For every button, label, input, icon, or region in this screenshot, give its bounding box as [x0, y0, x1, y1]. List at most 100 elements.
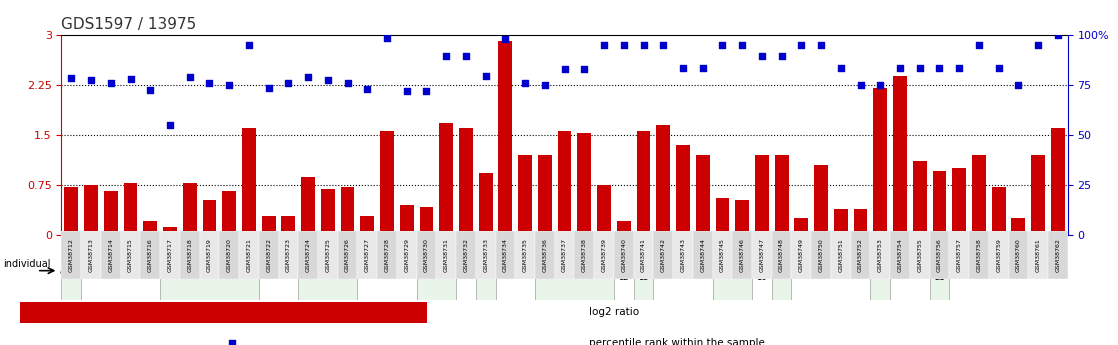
Point	[476, 73, 494, 79]
FancyBboxPatch shape	[653, 231, 673, 279]
Bar	[736, 200, 749, 235]
FancyBboxPatch shape	[417, 231, 436, 279]
FancyBboxPatch shape	[82, 235, 160, 300]
Bar	[795, 218, 808, 235]
FancyBboxPatch shape	[969, 231, 988, 279]
FancyBboxPatch shape	[358, 231, 377, 279]
Bar	[775, 155, 788, 235]
Bar	[893, 76, 907, 235]
Bar	[854, 209, 868, 235]
Point	[576, 67, 594, 72]
Text: GSM38758: GSM38758	[976, 238, 982, 272]
FancyBboxPatch shape	[792, 231, 812, 279]
FancyBboxPatch shape	[456, 235, 476, 300]
Text: GSM38738: GSM38738	[581, 238, 587, 272]
Bar	[163, 227, 177, 235]
Text: patient 6: patient 6	[364, 263, 409, 272]
Bar	[124, 183, 138, 235]
Bar	[241, 128, 256, 235]
Text: GSM38759: GSM38759	[996, 238, 1001, 272]
Bar	[953, 168, 966, 235]
Text: patient 18: patient 18	[806, 263, 856, 272]
Text: GSM38733: GSM38733	[483, 238, 489, 272]
Bar	[992, 187, 1005, 235]
Bar	[814, 165, 828, 235]
FancyBboxPatch shape	[299, 231, 318, 279]
Text: patient 8: patient 8	[447, 263, 485, 272]
Bar	[341, 187, 354, 235]
Text: GSM38751: GSM38751	[838, 238, 843, 272]
Point	[259, 85, 277, 91]
Text: patient 3: patient 3	[188, 263, 231, 272]
Bar	[932, 171, 946, 235]
Bar	[202, 200, 217, 235]
FancyBboxPatch shape	[771, 231, 792, 279]
Bar	[597, 185, 610, 235]
Text: patient
17: patient 17	[767, 258, 797, 277]
FancyBboxPatch shape	[555, 231, 575, 279]
FancyBboxPatch shape	[752, 235, 771, 300]
FancyBboxPatch shape	[82, 231, 101, 279]
Text: GSM38742: GSM38742	[661, 238, 665, 272]
Bar	[84, 185, 98, 235]
Bar	[912, 161, 927, 235]
Text: GSM38757: GSM38757	[957, 238, 961, 272]
FancyBboxPatch shape	[712, 235, 752, 300]
Bar	[439, 122, 453, 235]
Bar	[1012, 218, 1025, 235]
Text: GSM38731: GSM38731	[444, 238, 448, 272]
Point	[63, 75, 80, 81]
Text: GSM38746: GSM38746	[740, 238, 745, 272]
FancyBboxPatch shape	[61, 235, 82, 300]
FancyBboxPatch shape	[121, 231, 141, 279]
FancyBboxPatch shape	[180, 231, 200, 279]
Point	[141, 87, 159, 92]
FancyBboxPatch shape	[397, 231, 417, 279]
Text: pat
ent 1: pat ent 1	[60, 258, 83, 277]
FancyBboxPatch shape	[239, 231, 258, 279]
Text: GSM38744: GSM38744	[700, 238, 705, 272]
Text: GSM38753: GSM38753	[878, 238, 883, 272]
Point	[1030, 42, 1048, 47]
Point	[536, 82, 553, 87]
FancyBboxPatch shape	[949, 235, 1068, 300]
Text: patient 7: patient 7	[414, 263, 458, 272]
Bar	[499, 41, 512, 235]
FancyBboxPatch shape	[476, 235, 495, 300]
Point	[1010, 82, 1027, 87]
Point	[319, 77, 337, 82]
Point	[871, 82, 889, 87]
Text: patient
10: patient 10	[498, 257, 533, 278]
Text: GSM38717: GSM38717	[168, 238, 172, 272]
Text: GSM38739: GSM38739	[601, 238, 607, 272]
FancyBboxPatch shape	[890, 235, 929, 300]
Text: GSM38718: GSM38718	[187, 238, 192, 272]
FancyBboxPatch shape	[871, 235, 890, 300]
FancyBboxPatch shape	[634, 231, 653, 279]
Text: patient 11: patient 11	[549, 263, 599, 272]
Point	[102, 80, 120, 85]
FancyBboxPatch shape	[101, 231, 121, 279]
Point	[339, 80, 357, 85]
FancyBboxPatch shape	[377, 231, 397, 279]
Text: individual: individual	[3, 259, 50, 269]
FancyBboxPatch shape	[752, 231, 771, 279]
FancyBboxPatch shape	[358, 235, 417, 300]
FancyBboxPatch shape	[436, 231, 456, 279]
FancyBboxPatch shape	[988, 231, 1008, 279]
Text: GSM38735: GSM38735	[522, 238, 528, 272]
FancyBboxPatch shape	[575, 231, 594, 279]
Bar	[380, 131, 394, 235]
Bar	[1051, 128, 1064, 235]
Point	[989, 65, 1007, 71]
Text: GSM38745: GSM38745	[720, 238, 724, 272]
Point	[773, 53, 790, 59]
Point	[122, 77, 140, 82]
Text: GSM38725: GSM38725	[325, 238, 330, 272]
Bar	[577, 133, 591, 235]
Text: GSM38752: GSM38752	[858, 238, 863, 272]
FancyBboxPatch shape	[258, 235, 299, 300]
Point	[82, 77, 100, 82]
Text: percentile rank within the sample: percentile rank within the sample	[589, 338, 766, 345]
Text: GSM38734: GSM38734	[503, 238, 508, 272]
